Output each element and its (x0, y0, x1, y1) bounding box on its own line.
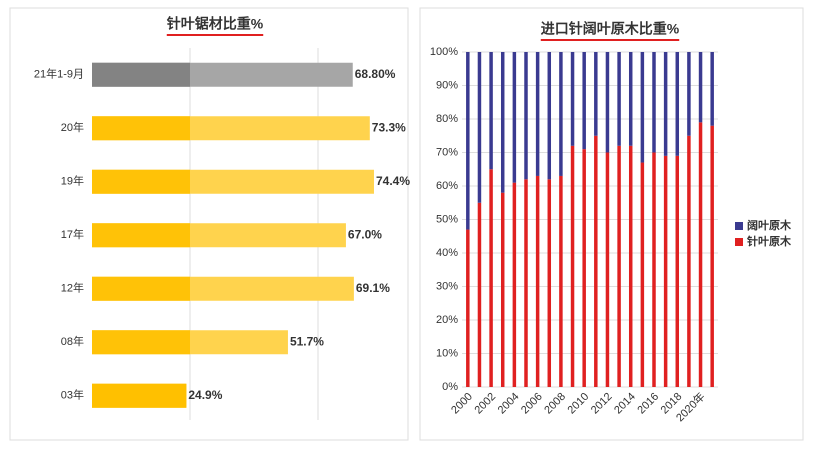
legend-label: 阔叶原木 (747, 218, 792, 232)
y-tick-label: 12年 (61, 281, 84, 295)
value-label: 51.7% (290, 334, 324, 348)
bar-segment (512, 52, 517, 183)
bar-segment (582, 149, 586, 387)
bar-segment (570, 52, 575, 146)
bar-shade (92, 223, 190, 248)
bar-shade (92, 169, 190, 194)
bar-segment (628, 145, 633, 387)
bar-segment (500, 52, 505, 193)
y-tick-label: 0% (442, 381, 458, 393)
y-tick-label: 100% (430, 46, 458, 58)
y-tick-label: 70% (436, 146, 458, 158)
bar-segment (652, 152, 656, 387)
y-tick-label: 20% (436, 314, 458, 326)
bar-segment (605, 52, 610, 153)
value-label: 74.4% (376, 174, 410, 188)
y-tick-label: 40% (436, 247, 458, 259)
bar-segment (477, 52, 482, 203)
value-label: 24.9% (188, 388, 222, 402)
bar-segment (570, 145, 575, 387)
legend-swatch (735, 222, 743, 230)
y-tick-label: 80% (436, 113, 458, 125)
bar-segment (687, 52, 691, 136)
bar-segment (698, 52, 703, 123)
value-label: 67.0% (348, 227, 382, 241)
y-tick-label: 20年 (61, 120, 84, 134)
y-tick-label: 90% (436, 79, 458, 91)
bar-segment (594, 135, 598, 387)
bar-segment (698, 122, 703, 387)
chart-title: 进口针阔叶原木比重% (541, 21, 680, 37)
value-label: 69.1% (356, 281, 390, 295)
legend-label: 针叶原木 (747, 234, 792, 248)
bar-segment (535, 175, 540, 387)
legend-swatch (735, 238, 743, 246)
y-tick-label: 21年1-9月 (34, 67, 84, 81)
bar-segment (710, 52, 714, 126)
y-tick-label: 50% (436, 213, 458, 225)
bar-segment (582, 52, 586, 150)
y-tick-label: 19年 (61, 174, 84, 188)
bar-segment (652, 52, 656, 153)
bar-segment (489, 52, 493, 170)
y-tick-label: 17年 (61, 227, 84, 241)
bar-segment (687, 135, 691, 387)
bar-shade (92, 276, 190, 301)
bar-segment (466, 229, 470, 387)
bar-segment (466, 52, 470, 230)
bar-segment (640, 52, 645, 163)
bar-segment (640, 162, 645, 387)
bar-segment (524, 52, 528, 180)
bar-segment (477, 202, 482, 387)
bar-segment (663, 52, 668, 156)
bar-segment (489, 169, 493, 387)
bar-shade (92, 330, 190, 355)
bar-segment (547, 52, 552, 180)
bar-segment (535, 52, 540, 176)
bar-segment (675, 155, 680, 387)
y-tick-label: 10% (436, 347, 458, 359)
bar-shade (92, 62, 190, 87)
bar-segment (710, 125, 714, 387)
bar-shade (92, 383, 187, 408)
bar-segment (617, 52, 621, 146)
bar-segment (512, 182, 517, 387)
value-label: 68.80% (355, 67, 396, 81)
bar-shade (92, 116, 190, 141)
bar-segment (559, 52, 563, 176)
bar-segment (500, 192, 505, 387)
bar-segment (605, 152, 610, 387)
y-tick-label: 08年 (61, 334, 84, 348)
bar-segment (663, 155, 668, 387)
bar-segment (594, 52, 598, 136)
y-tick-label: 30% (436, 280, 458, 292)
bar-segment (524, 179, 528, 387)
bar-segment (675, 52, 680, 156)
bar-segment (559, 175, 563, 387)
bar-segment (617, 145, 621, 387)
chart-title: 针叶锯材比重% (166, 16, 264, 32)
y-tick-label: 03年 (61, 388, 84, 402)
bar-segment (628, 52, 633, 146)
value-label: 73.3% (372, 120, 406, 134)
right-panel (419, 7, 804, 441)
y-tick-label: 60% (436, 180, 458, 192)
bar-segment (547, 179, 552, 387)
